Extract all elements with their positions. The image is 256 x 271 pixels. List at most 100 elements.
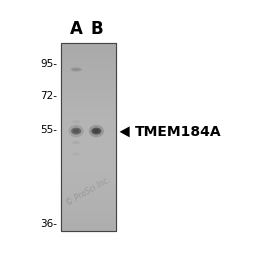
Bar bbox=[61, 172, 116, 175]
Bar bbox=[61, 215, 116, 217]
Bar bbox=[61, 97, 116, 99]
Bar bbox=[61, 134, 116, 137]
Bar bbox=[61, 101, 116, 104]
Bar bbox=[61, 83, 116, 85]
Text: 36-: 36- bbox=[40, 219, 58, 229]
Bar bbox=[61, 130, 116, 132]
Bar bbox=[61, 85, 116, 87]
Bar bbox=[61, 212, 116, 215]
Bar bbox=[61, 45, 116, 47]
Bar bbox=[61, 78, 116, 80]
Bar bbox=[61, 163, 116, 165]
Bar bbox=[61, 104, 116, 106]
Bar bbox=[61, 69, 116, 71]
Bar bbox=[61, 123, 116, 125]
Ellipse shape bbox=[89, 125, 104, 137]
Bar bbox=[61, 71, 116, 73]
Bar bbox=[61, 109, 116, 111]
Bar bbox=[61, 62, 116, 64]
Bar bbox=[61, 90, 116, 92]
Bar bbox=[61, 106, 116, 109]
Bar bbox=[61, 99, 116, 101]
Bar bbox=[61, 59, 116, 62]
Bar bbox=[61, 210, 116, 212]
Bar bbox=[61, 184, 116, 186]
Bar bbox=[61, 170, 116, 172]
Bar bbox=[61, 116, 116, 118]
Bar bbox=[61, 144, 116, 146]
Bar bbox=[61, 87, 116, 90]
Bar bbox=[61, 153, 116, 156]
Bar bbox=[61, 66, 116, 69]
Ellipse shape bbox=[71, 128, 81, 134]
Ellipse shape bbox=[91, 128, 101, 134]
Text: 72-: 72- bbox=[40, 91, 58, 101]
Bar bbox=[61, 179, 116, 182]
Ellipse shape bbox=[72, 141, 80, 144]
Bar bbox=[61, 113, 116, 116]
Bar bbox=[61, 191, 116, 193]
Ellipse shape bbox=[72, 153, 80, 156]
Bar bbox=[61, 43, 116, 45]
Bar bbox=[61, 222, 116, 224]
Polygon shape bbox=[120, 126, 130, 137]
Ellipse shape bbox=[70, 67, 82, 72]
Bar bbox=[61, 217, 116, 220]
Bar bbox=[61, 149, 116, 151]
Text: A: A bbox=[70, 20, 83, 38]
Bar bbox=[61, 43, 116, 231]
Bar bbox=[61, 125, 116, 127]
Ellipse shape bbox=[72, 120, 80, 124]
Bar bbox=[61, 160, 116, 163]
Bar bbox=[61, 205, 116, 208]
Bar bbox=[61, 47, 116, 50]
Text: TMEM184A: TMEM184A bbox=[135, 125, 222, 139]
Ellipse shape bbox=[73, 129, 79, 133]
Bar bbox=[61, 186, 116, 189]
Bar bbox=[61, 198, 116, 201]
Bar bbox=[61, 208, 116, 210]
Bar bbox=[61, 76, 116, 78]
Bar bbox=[61, 156, 116, 158]
Bar bbox=[61, 220, 116, 222]
Bar bbox=[61, 227, 116, 229]
Text: B: B bbox=[90, 20, 103, 38]
Bar bbox=[61, 146, 116, 149]
Bar bbox=[61, 137, 116, 139]
Bar bbox=[61, 111, 116, 113]
Bar bbox=[61, 118, 116, 120]
Bar bbox=[61, 54, 116, 57]
Bar bbox=[61, 94, 116, 97]
Bar bbox=[61, 229, 116, 231]
Bar bbox=[61, 92, 116, 94]
Ellipse shape bbox=[72, 68, 81, 71]
Bar bbox=[61, 193, 116, 196]
Bar bbox=[61, 73, 116, 76]
Bar bbox=[61, 175, 116, 177]
Bar bbox=[61, 43, 116, 231]
Bar bbox=[61, 201, 116, 203]
Bar bbox=[61, 158, 116, 160]
Bar bbox=[61, 167, 116, 170]
Bar bbox=[61, 57, 116, 59]
Bar bbox=[61, 50, 116, 52]
Text: 55-: 55- bbox=[40, 125, 58, 134]
Bar bbox=[61, 127, 116, 130]
Bar bbox=[61, 189, 116, 191]
Bar bbox=[61, 165, 116, 167]
Text: © ProSci Inc.: © ProSci Inc. bbox=[64, 175, 112, 208]
Bar bbox=[61, 132, 116, 134]
Ellipse shape bbox=[93, 129, 99, 133]
Bar bbox=[61, 141, 116, 144]
Text: 95-: 95- bbox=[40, 59, 58, 69]
Bar bbox=[61, 177, 116, 179]
Bar bbox=[61, 120, 116, 123]
Bar bbox=[61, 139, 116, 141]
Bar bbox=[61, 224, 116, 227]
Bar bbox=[61, 203, 116, 205]
Bar bbox=[61, 80, 116, 83]
Bar bbox=[61, 196, 116, 198]
Bar bbox=[61, 52, 116, 54]
Ellipse shape bbox=[69, 125, 84, 137]
Bar bbox=[61, 182, 116, 184]
